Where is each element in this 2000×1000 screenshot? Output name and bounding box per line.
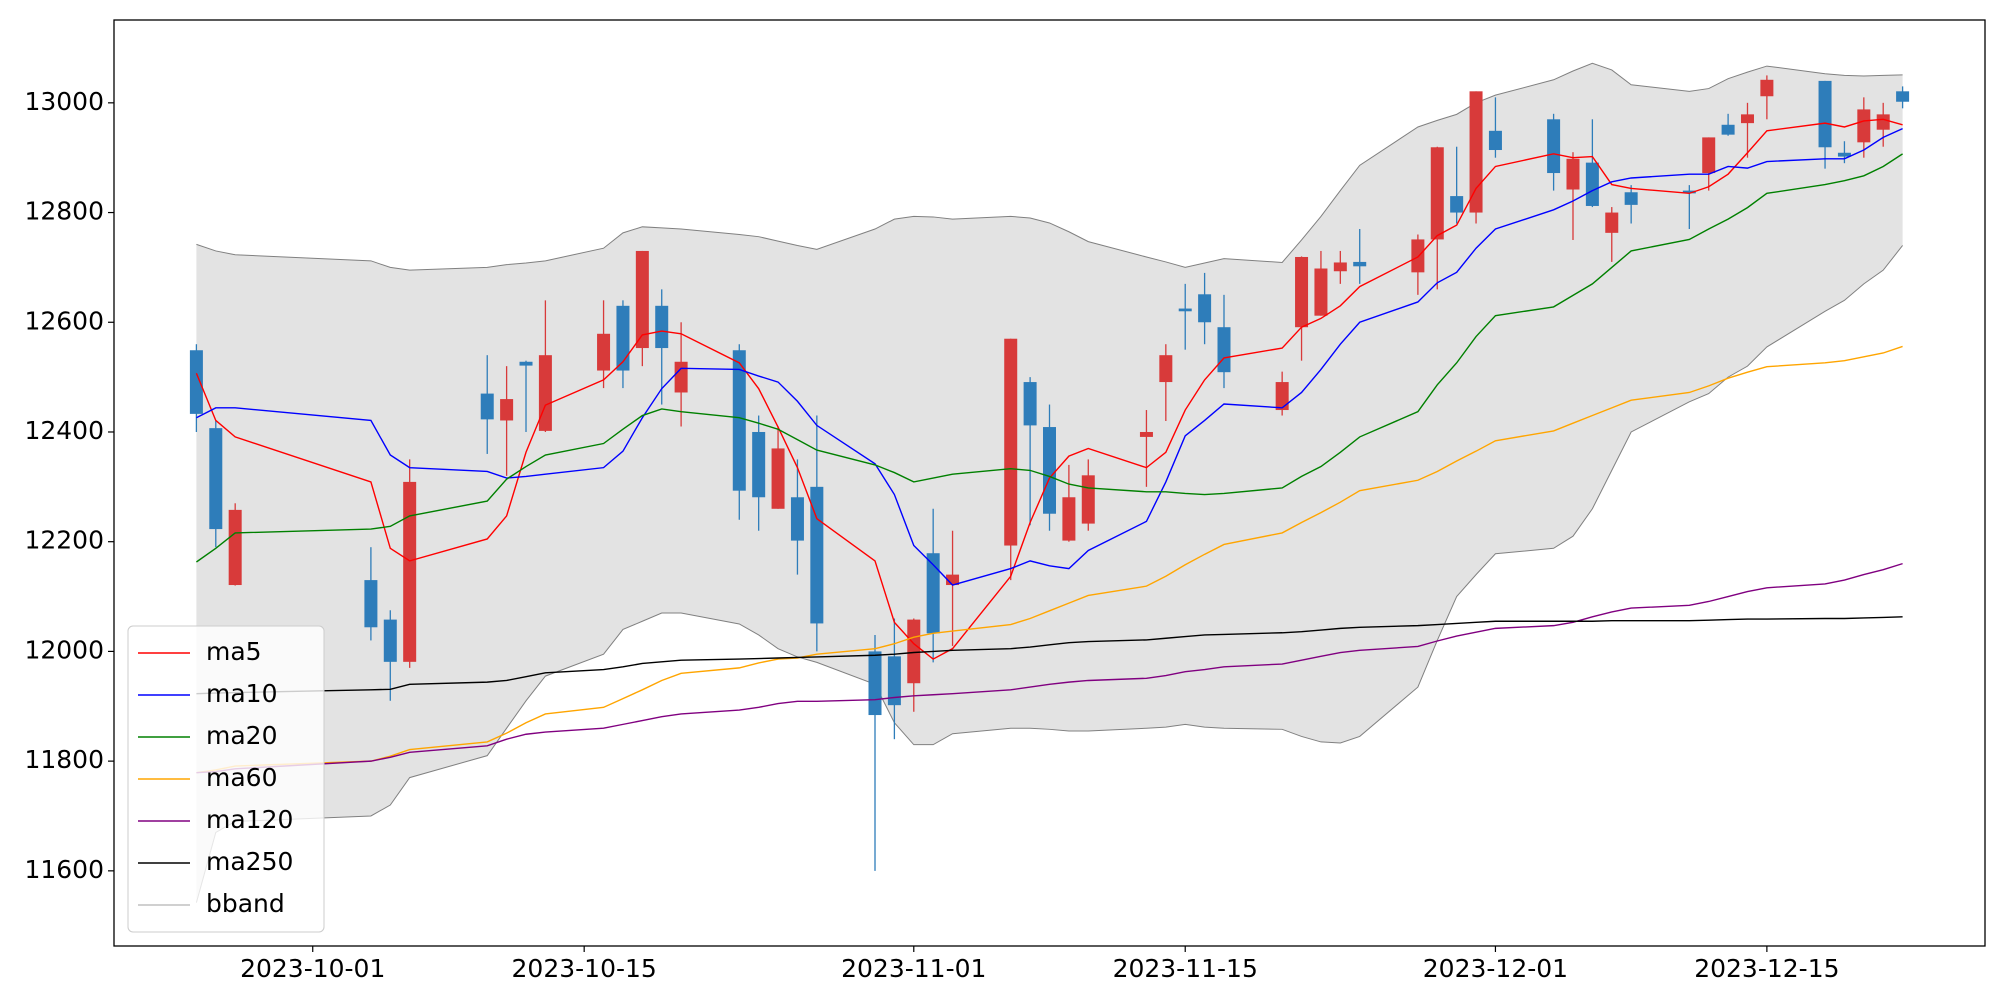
candle-body	[519, 361, 533, 366]
candle-body	[1682, 190, 1696, 194]
x-tick-label: 2023-12-01	[1423, 954, 1568, 983]
candle-body	[228, 509, 242, 586]
legend: ma5 ma10 ma20 ma60 ma120 ma250 bband	[127, 625, 325, 933]
legend-label: ma60	[206, 763, 277, 792]
y-tick-label: 11600	[24, 855, 104, 884]
candle-body	[868, 651, 882, 716]
candle-body	[597, 333, 611, 371]
ma-line	[196, 616, 1903, 695]
candle-body	[1062, 497, 1076, 541]
candle-body	[674, 361, 688, 393]
candle-body	[1081, 475, 1095, 524]
candle-body	[1178, 308, 1192, 312]
candle-body	[1585, 162, 1599, 206]
x-tick-label: 2023-11-01	[841, 954, 986, 983]
y-tick-label: 12800	[24, 197, 104, 226]
plot-frame	[113, 19, 1986, 947]
candle-body	[1430, 147, 1444, 240]
y-tick-label: 12200	[24, 526, 104, 555]
candle-body	[926, 553, 940, 634]
candle-body	[655, 305, 669, 349]
legend-label: ma10	[206, 679, 277, 708]
candle-body	[1139, 431, 1153, 437]
bband-lower	[195, 245, 1903, 903]
ma-line	[196, 345, 1903, 774]
x-tick-label: 2023-10-01	[240, 954, 385, 983]
candle-body	[616, 305, 630, 371]
bband-upper	[196, 62, 1903, 271]
candle-body	[1314, 268, 1328, 316]
candle-body	[1488, 130, 1502, 151]
candle-body	[1295, 256, 1309, 328]
candle-body	[771, 448, 785, 509]
y-tick-label: 13000	[24, 87, 104, 116]
candle-body	[1198, 294, 1212, 323]
candle-body	[1605, 212, 1619, 233]
candle-body	[1159, 355, 1173, 383]
candle-body	[1275, 382, 1289, 411]
x-tick-label: 2023-12-15	[1694, 954, 1839, 983]
candle-body	[1217, 327, 1231, 373]
candle-body	[189, 350, 203, 414]
candle-body	[752, 431, 766, 498]
legend-label: ma120	[206, 805, 293, 834]
legend-box	[127, 625, 325, 933]
candle-body	[790, 497, 804, 541]
candle-body	[1740, 114, 1754, 124]
legend-label: ma250	[206, 847, 293, 876]
y-tick-label: 11800	[24, 745, 104, 774]
legend-label: bband	[206, 889, 285, 918]
candle-body	[1624, 192, 1638, 205]
candle-body	[946, 574, 960, 586]
ma-line	[195, 118, 1903, 660]
candle-body	[1876, 114, 1890, 130]
ma-line	[196, 127, 1903, 586]
candle-body	[1818, 80, 1832, 148]
candle-body	[1043, 427, 1056, 514]
candle-body	[1333, 262, 1347, 272]
candle-body	[1469, 91, 1483, 213]
candle-body	[1450, 196, 1464, 213]
candle-body	[1353, 261, 1367, 267]
candle-body	[480, 393, 494, 420]
candle-body	[1896, 91, 1910, 102]
x-tick-label: 2023-10-15	[512, 954, 657, 983]
candle-body	[383, 619, 397, 662]
candle-body	[209, 428, 223, 530]
ma-line	[196, 562, 1903, 774]
candle-body	[1023, 382, 1037, 426]
candle-body	[907, 619, 921, 684]
candle-body	[887, 656, 901, 706]
x-tick-label: 2023-11-15	[1113, 954, 1258, 983]
y-tick-label: 12000	[24, 635, 104, 664]
candle-body	[500, 399, 514, 421]
candle-body	[538, 355, 552, 431]
candle-body	[364, 580, 378, 628]
candle-body	[1547, 119, 1561, 174]
candle-body	[1857, 109, 1871, 143]
candle-body	[1721, 124, 1735, 135]
candle-body	[635, 250, 649, 349]
candle-body	[732, 350, 746, 491]
y-tick-label: 12600	[24, 306, 104, 335]
candle-body	[1411, 239, 1425, 273]
legend-label: ma20	[206, 721, 277, 750]
candle-body	[403, 481, 417, 662]
candle-body	[1760, 79, 1774, 97]
candle-body	[1566, 158, 1580, 190]
candle-body	[1837, 152, 1851, 157]
y-tick-label: 12400	[24, 416, 104, 445]
candle-body	[1702, 137, 1716, 174]
candle-body	[1004, 338, 1018, 546]
legend-label: ma5	[206, 637, 262, 666]
ma-line	[195, 153, 1903, 563]
